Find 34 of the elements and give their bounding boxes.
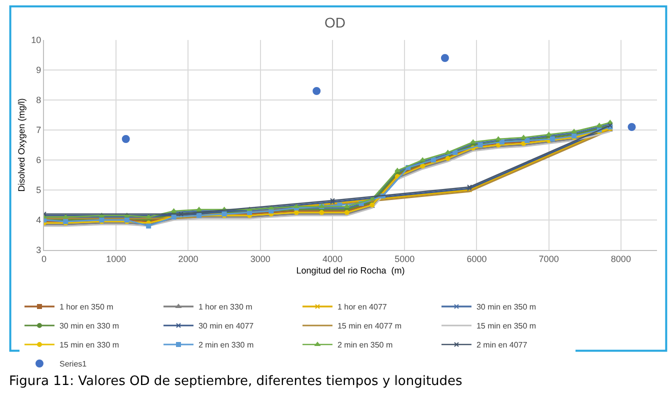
x-tick-label: 4000: [322, 254, 342, 264]
legend-label: 15 min en 330 m: [59, 340, 120, 350]
legend-label: 15 min en 350 m: [476, 322, 536, 331]
y-tick-label: 7: [36, 125, 42, 136]
x-tick-label: 7000: [538, 254, 559, 264]
legend-label: 1 hor en 350 m: [59, 302, 114, 312]
legend-label: 30 min en 350 m: [476, 302, 536, 312]
text: Figura 11: Valores OD de septiembre, diferentes tiempos y longitudes: [9, 374, 463, 389]
legend-label: 1 hor en 4077: [337, 302, 388, 312]
chart-title: OD: [324, 14, 346, 31]
x-tick-label: 5000: [394, 254, 415, 264]
legend-label: 1 hor en 330 m: [198, 302, 253, 312]
y-tick-label: 4: [36, 215, 42, 226]
y-tick-label: 9: [36, 65, 42, 76]
legend-label: 2 min en 350 m: [337, 340, 393, 350]
x-tick-label: 3000: [250, 254, 270, 264]
legend-label: 30 min en 4077: [198, 322, 254, 331]
y-tick-label: 5: [36, 185, 42, 196]
x-axis-title: Longitud del rio Rocha (m): [296, 266, 405, 276]
legend-label: 2 min en 330 m: [198, 340, 254, 350]
legend-label: 15 min en 4077 m: [337, 322, 402, 331]
x-tick-label: 8000: [610, 254, 631, 264]
legend-label: 2 min en 4077: [476, 340, 528, 350]
legend-label: Series1: [59, 360, 88, 369]
x-tick-label: 0: [41, 254, 47, 264]
y-tick-label: 10: [31, 35, 42, 46]
y-tick-label: 3: [36, 245, 42, 256]
y-tick-label: 6: [36, 155, 42, 166]
x-tick-label: 6000: [466, 254, 487, 264]
y-axis-title: Disolved Oxygen (mg/l): [16, 98, 27, 192]
x-tick-label: 2000: [178, 254, 198, 264]
x-tick-label: 1000: [106, 254, 126, 264]
legend-label: 30 min en 330 m: [59, 322, 120, 331]
y-tick-label: 8: [36, 95, 42, 106]
